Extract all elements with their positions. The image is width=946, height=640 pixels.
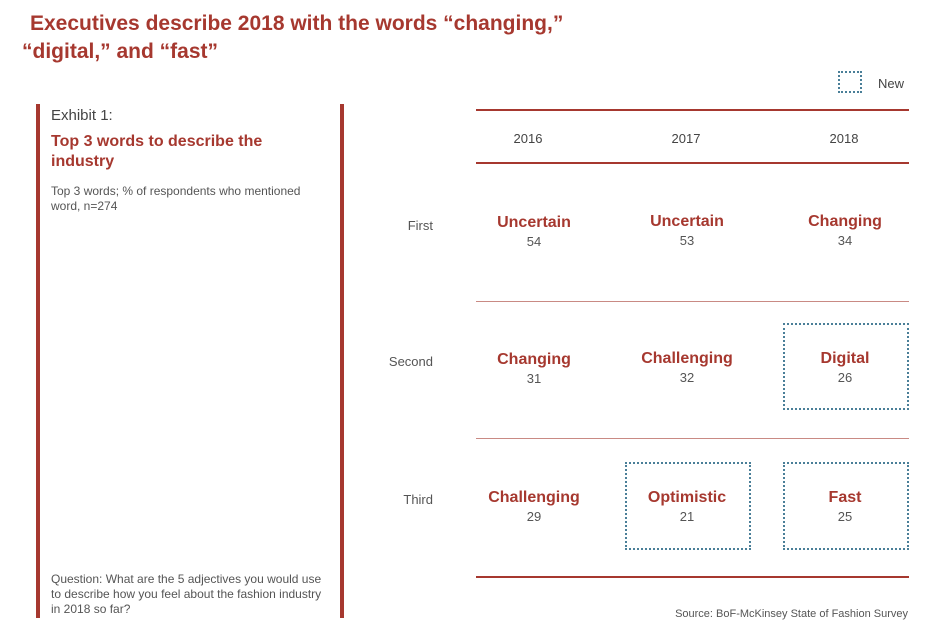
row-label-first: First [407,218,433,233]
row-label-second: Second [388,354,433,369]
title-line-2: “digital,” and “fast” [22,40,219,63]
column-header-2017: 2017 [671,131,701,146]
title-line-1: Executives describe 2018 with the words … [30,12,564,35]
cell-value: 25 [837,509,853,524]
column-header-2018: 2018 [829,131,859,146]
new-word-box [625,462,751,550]
exhibit-panel: Exhibit 1: Top 3 words to describe the i… [36,104,344,618]
chart-title: Executives describe 2018 with the words … [22,10,662,66]
cell-value: 31 [526,371,542,386]
cell-value: 26 [837,370,853,385]
cell-third-2017: Optimistic 21 [608,489,766,524]
legend-new-swatch [838,71,862,93]
cell-word: Uncertain [650,213,724,230]
survey-question: Question: What are the 5 adjectives you … [51,572,322,616]
exhibit-subtitle: Top 3 words to describe the industry [51,133,263,170]
new-word-box [783,323,909,410]
cell-word: Challenging [488,489,580,506]
cell-value: 21 [679,509,695,524]
cell-word: Optimistic [647,489,727,506]
cell-word: Digital [820,350,870,367]
cell-third-2016: Challenging 29 [455,489,613,524]
cell-first-2016: Uncertain 54 [455,214,613,249]
header-bottom-rule [476,162,909,164]
cell-first-2018: Changing 34 [766,213,924,248]
cell-second-2018: Digital 26 [766,350,924,385]
row-label-third: Third [403,492,433,507]
exhibit-note: Top 3 words; % of respondents who mentio… [51,184,301,213]
cell-second-2016: Changing 31 [455,351,613,386]
panel-right-rule [340,104,344,618]
legend-new-label: New [878,76,905,91]
cell-word: Fast [828,489,862,506]
cell-value: 54 [526,234,542,249]
row-divider-1 [476,301,909,302]
cell-value: 29 [526,509,542,524]
cell-word: Challenging [641,350,733,367]
cell-word: Uncertain [497,214,571,231]
source-note: Source: BoF-McKinsey State of Fashion Su… [675,608,908,620]
panel-left-rule [36,104,40,618]
cell-word: Changing [497,351,571,368]
cell-value: 53 [679,233,695,248]
new-word-box [783,462,909,550]
cell-third-2018: Fast 25 [766,489,924,524]
cell-value: 32 [679,370,695,385]
cell-word: Changing [808,213,882,230]
table-bottom-rule [476,576,909,578]
exhibit-label: Exhibit 1: [51,107,113,124]
table-top-rule [476,109,909,111]
cell-first-2017: Uncertain 53 [608,213,766,248]
cell-value: 34 [837,233,853,248]
row-divider-2 [476,438,909,439]
cell-second-2017: Challenging 32 [608,350,766,385]
column-header-2016: 2016 [513,131,543,146]
